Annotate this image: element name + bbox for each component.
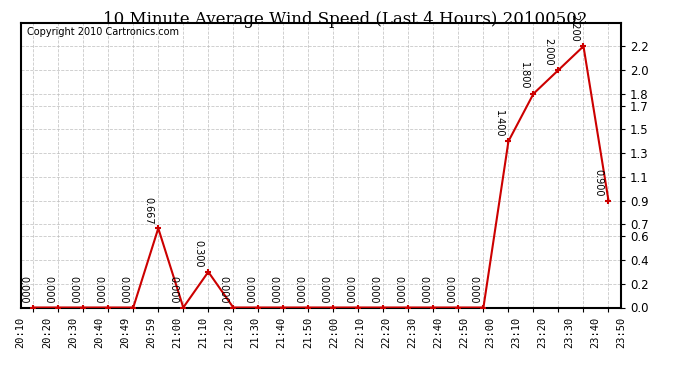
Text: 1.400: 1.400: [494, 110, 504, 137]
Text: 23:20: 23:20: [538, 317, 548, 348]
Text: 0.000: 0.000: [344, 276, 354, 303]
Text: 0.900: 0.900: [594, 169, 604, 196]
Text: 0.000: 0.000: [68, 276, 79, 303]
Text: 0.000: 0.000: [444, 276, 454, 303]
Text: 0.000: 0.000: [319, 276, 328, 303]
Text: 20:49: 20:49: [120, 317, 130, 348]
Text: 21:00: 21:00: [172, 317, 182, 348]
Text: 0.000: 0.000: [119, 276, 128, 303]
Text: 20:20: 20:20: [42, 317, 52, 348]
Text: 0.000: 0.000: [94, 276, 104, 303]
Text: 23:10: 23:10: [511, 317, 522, 348]
Text: 20:10: 20:10: [16, 317, 26, 348]
Text: 22:40: 22:40: [433, 317, 443, 348]
Text: 23:30: 23:30: [564, 317, 574, 348]
Text: 21:10: 21:10: [199, 317, 208, 348]
Text: 0.000: 0.000: [43, 276, 54, 303]
Text: 21:40: 21:40: [277, 317, 287, 348]
Text: 1.800: 1.800: [519, 62, 529, 90]
Text: Copyright 2010 Cartronics.com: Copyright 2010 Cartronics.com: [27, 27, 179, 37]
Text: 0.667: 0.667: [144, 196, 154, 224]
Text: 10 Minute Average Wind Speed (Last 4 Hours) 20100502: 10 Minute Average Wind Speed (Last 4 Hou…: [103, 11, 587, 28]
Text: 0.000: 0.000: [219, 276, 228, 303]
Text: 23:50: 23:50: [616, 317, 626, 348]
Text: 22:00: 22:00: [329, 317, 339, 348]
Text: 0.000: 0.000: [368, 276, 379, 303]
Text: 0.000: 0.000: [268, 276, 279, 303]
Text: 20:59: 20:59: [146, 317, 156, 348]
Text: 22:50: 22:50: [460, 317, 469, 348]
Text: 0.000: 0.000: [244, 276, 254, 303]
Text: 0.000: 0.000: [394, 276, 404, 303]
Text: 2.200: 2.200: [569, 14, 579, 42]
Text: 2.000: 2.000: [544, 38, 554, 66]
Text: 23:40: 23:40: [590, 317, 600, 348]
Text: 0.000: 0.000: [19, 276, 28, 303]
Text: 20:30: 20:30: [68, 317, 78, 348]
Text: 22:10: 22:10: [355, 317, 365, 348]
Text: 20:40: 20:40: [94, 317, 104, 348]
Text: 21:20: 21:20: [224, 317, 235, 348]
Text: 0.000: 0.000: [469, 276, 479, 303]
Text: 22:30: 22:30: [407, 317, 417, 348]
Text: 21:50: 21:50: [303, 317, 313, 348]
Text: 21:30: 21:30: [250, 317, 261, 348]
Text: 0.000: 0.000: [294, 276, 304, 303]
Text: 22:20: 22:20: [381, 317, 391, 348]
Text: 0.000: 0.000: [168, 276, 179, 303]
Text: 23:00: 23:00: [486, 317, 495, 348]
Text: 0.300: 0.300: [194, 240, 204, 268]
Text: 0.000: 0.000: [419, 276, 428, 303]
